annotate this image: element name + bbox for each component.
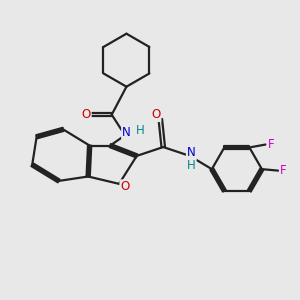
Text: N: N <box>122 126 131 139</box>
Text: O: O <box>82 108 91 121</box>
Text: F: F <box>280 164 287 177</box>
Text: F: F <box>268 138 274 151</box>
Text: H: H <box>187 159 196 172</box>
Text: H: H <box>136 124 145 137</box>
Text: N: N <box>187 146 196 159</box>
Text: O: O <box>151 108 160 121</box>
Text: O: O <box>120 180 130 193</box>
